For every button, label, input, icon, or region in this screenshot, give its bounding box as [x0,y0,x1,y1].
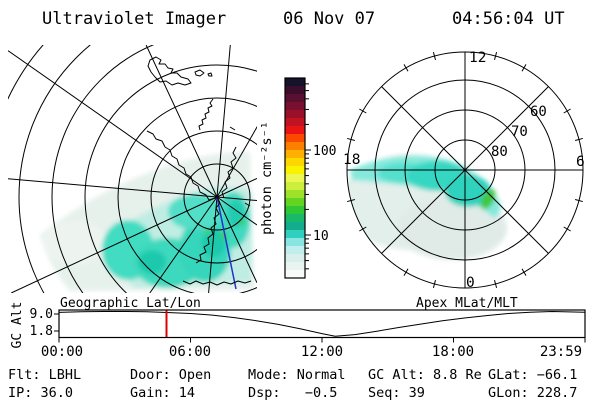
y-axis-label: GC Alt [10,302,25,349]
orbit-altitude-chart: Geographic Lat/Lon Apex MLat/MLT 9.0 1.8… [10,296,586,360]
mlat-label-70: 70 [511,124,528,140]
page-title: Ultraviolet Imager [42,9,227,29]
terminator-line [216,196,237,290]
status-gain: Gain: 14 [130,385,196,400]
apex-panel-label: Apex MLat/MLT [416,296,518,311]
y-tick-label-bottom: 1.8 [30,324,53,339]
y-tick-label-top: 9.0 [30,307,53,322]
status-dsp: Dsp: −0.5 [248,385,338,400]
apex-polar-plot: 12 18 6 0 60 70 80 [343,50,585,291]
x-tick-2359: 23:59 [540,344,582,360]
colorbar-tick-label-10: 10 [313,229,329,244]
colorbar-unit-label: photon cm⁻²s⁻¹ [259,121,275,235]
status-door: Door: Open [130,367,212,383]
geographic-grid [8,45,257,293]
status-seq: Seq: 39 [368,385,425,400]
mlat-label-60: 60 [530,104,547,120]
x-tick-0000: 00:00 [41,344,83,360]
date-readout: 06 Nov 07 [283,9,376,29]
status-ip: IP: 36.0 [8,385,74,400]
aurora-image-apex [347,154,507,260]
status-glon: GLon: 228.7 [488,385,578,400]
colorbar: 100 10 photon cm⁻²s⁻¹ [259,77,336,279]
mlat-label-80: 80 [491,144,508,160]
mlt-label-0: 0 [466,275,475,291]
geographic-projection-plot [8,45,257,293]
x-tick-1800: 18:00 [432,344,474,360]
colorbar-frame [284,77,306,279]
mlt-label-12: 12 [469,50,486,66]
status-glat: GLat: −66.1 [488,367,578,383]
colorbar-tick-label-100: 100 [313,144,336,159]
apex-grid [346,51,584,289]
time-readout: 04:56:04 UT [452,9,565,29]
mlt-label-6: 6 [576,154,585,170]
x-tick-0600: 06:00 [169,344,211,360]
status-flt: Flt: LBHL [8,367,82,383]
coastline [146,56,252,286]
x-tick-1200: 12:00 [301,344,343,360]
status-mode: Mode: Normal [248,367,346,383]
mlt-label-18: 18 [343,152,360,168]
status-gc-alt: GC Alt: 8.8 Re [368,367,482,383]
gc-alt-curve [58,310,585,337]
x-axis-ticks [58,337,586,343]
geographic-panel-label: Geographic Lat/Lon [60,296,201,311]
colorbar-minor-ticks [305,83,309,270]
colorbar-gradient [285,78,305,279]
